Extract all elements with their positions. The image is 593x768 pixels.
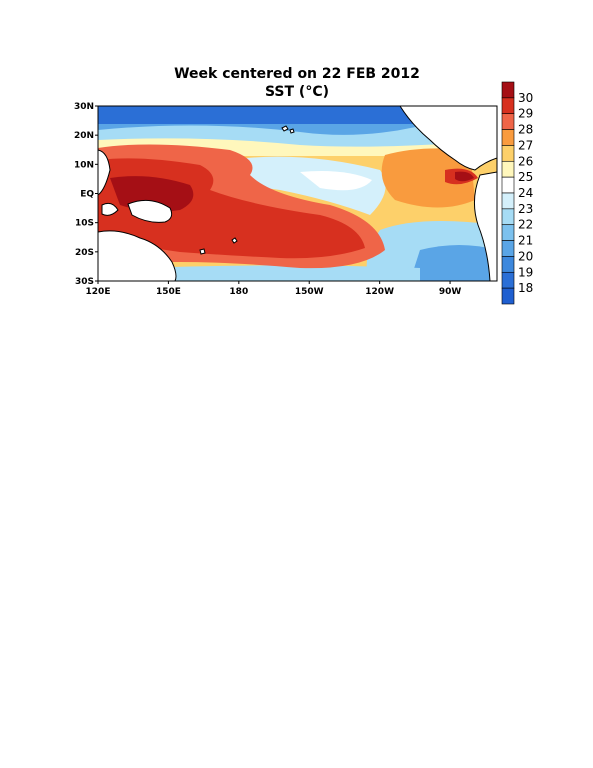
y-tick-label: 10N	[74, 160, 94, 170]
y-tick-label: 20N	[74, 131, 94, 141]
colorbar-label: 26	[518, 154, 533, 168]
colorbar-swatch	[501, 256, 515, 273]
y-tick-label: 10S	[75, 219, 94, 229]
colorbar-label: 30	[518, 91, 533, 105]
colorbar-swatch	[501, 192, 515, 210]
y-tick-label: 30S	[75, 277, 94, 287]
x-tick-label: 120W	[365, 287, 394, 297]
colorbar-swatch	[501, 145, 515, 162]
x-tick-label: 120E	[86, 287, 111, 297]
colorbar-swatch	[501, 240, 515, 257]
x-axis: 120E 150E 180 150W 120W 90W	[86, 281, 462, 297]
colorbar-label: 23	[518, 202, 533, 216]
colorbar-swatch	[501, 176, 515, 194]
y-tick-label: 30N	[74, 102, 94, 112]
colorbar-swatch	[501, 224, 515, 241]
y-tick-label: EQ	[80, 190, 94, 200]
colorbar-swatch	[501, 113, 515, 130]
x-tick-label: 150E	[156, 287, 181, 297]
colorbar-swatch	[501, 208, 515, 226]
colorbar-label: 19	[518, 265, 533, 279]
map-title: Week centered on 22 FEB 2012	[174, 66, 420, 82]
y-axis: 30N 20N 10N EQ 10S 20S 30S	[74, 102, 98, 287]
x-tick-label: 150W	[295, 287, 324, 297]
colorbar-label: 22	[518, 218, 533, 232]
central-america-landmass	[399, 106, 497, 171]
colorbar-swatch	[501, 160, 515, 178]
x-tick-label: 180	[229, 287, 248, 297]
colorbar-label: 21	[518, 234, 533, 248]
colorbar-label: 24	[518, 186, 533, 200]
south-america-landmass	[474, 171, 497, 281]
colorbar-label: 29	[518, 107, 533, 121]
land	[98, 106, 497, 281]
colorbar-label: 28	[518, 123, 533, 137]
australia-landmass	[98, 230, 177, 281]
map-subtitle: SST (°C)	[265, 84, 329, 100]
colorbar-label: 25	[518, 170, 533, 184]
x-tick-label: 90W	[439, 287, 462, 297]
cold-tongue	[230, 156, 386, 215]
colorbar-label: 20	[518, 249, 533, 263]
colorbar-swatch	[501, 97, 515, 115]
colorbar-swatch	[501, 271, 515, 289]
colorbar-swatch	[501, 287, 515, 305]
colorbar-swatch	[501, 81, 515, 99]
colorbar-label: 18	[518, 281, 533, 295]
colorbar-label: 27	[518, 138, 533, 152]
colorbar-swatch	[501, 129, 515, 146]
new-guinea-landmass	[127, 199, 173, 223]
y-tick-label: 20S	[75, 248, 94, 258]
